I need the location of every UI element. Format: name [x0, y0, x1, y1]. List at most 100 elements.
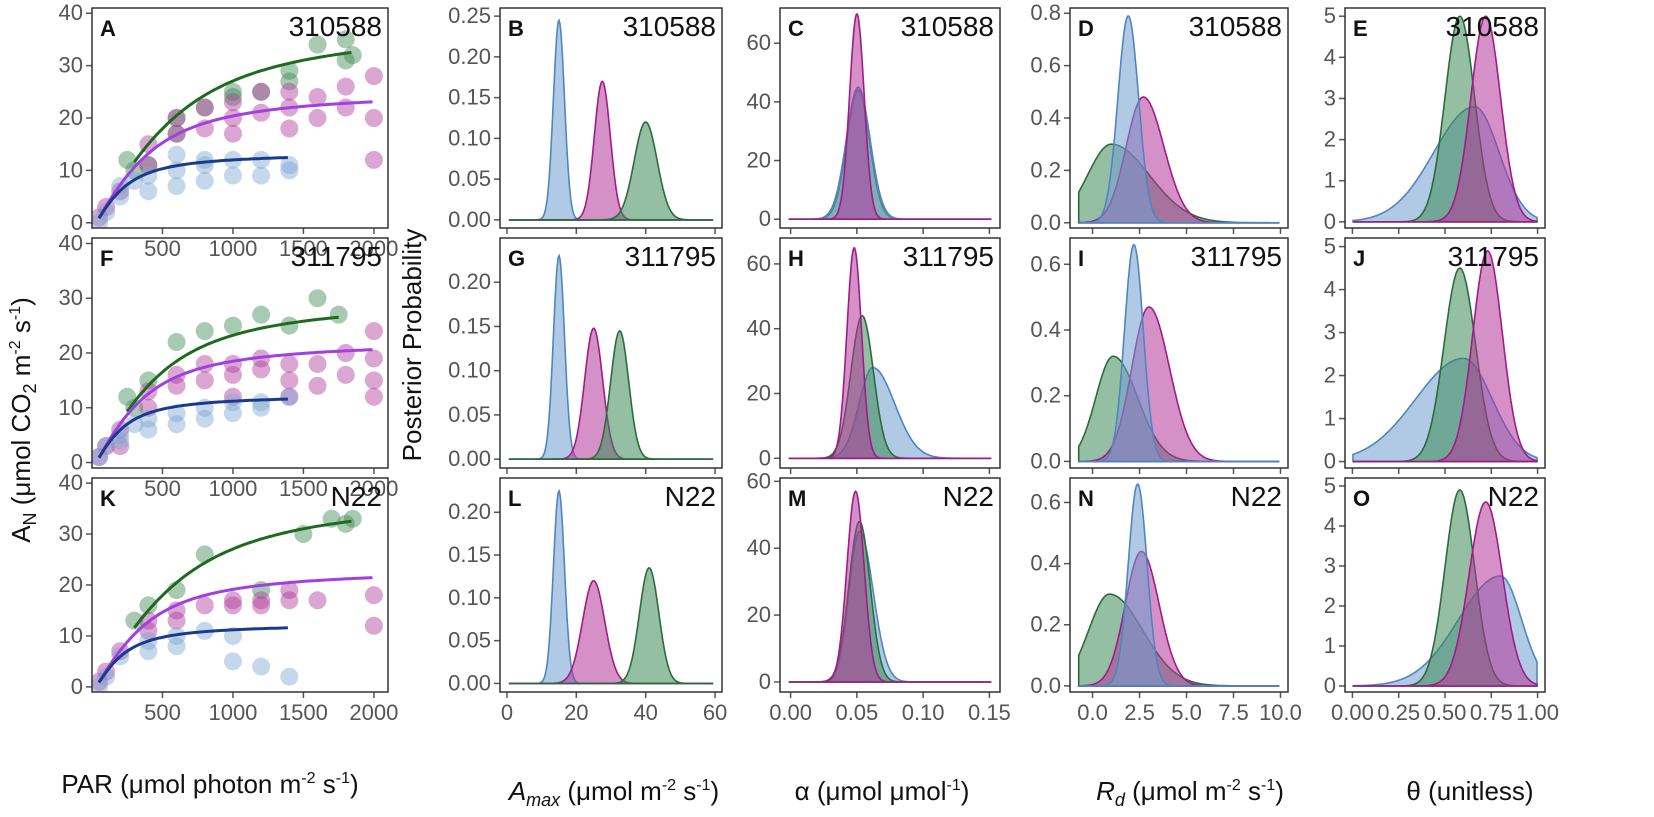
panel-frame	[779, 7, 1001, 229]
panel-plot-area	[508, 488, 714, 685]
y-axis-label-posterior: Posterior Probability	[397, 229, 427, 462]
panel-plot-area	[1352, 15, 1538, 223]
x-tick-label: 1500	[279, 236, 328, 261]
data-point-purple	[364, 387, 383, 406]
data-point-green	[336, 514, 355, 533]
y-tick-label: 30	[59, 521, 83, 546]
x-axis-label-rd: Rd (μmol m-2 s-1)	[1096, 776, 1284, 810]
panel-plot-area	[92, 509, 383, 692]
data-point-green	[125, 611, 144, 630]
panel-k: 0 10 20 30 40 500 1000 1500 2000 K N22	[59, 470, 399, 725]
y-tick-label: 0.2	[1030, 157, 1061, 182]
density-blue	[788, 366, 992, 460]
panel-m: 0 20 40 60 0.00 0.05 0.10 0.15 M N22	[747, 468, 1011, 725]
y-tick-label: 0	[759, 669, 771, 694]
data-point-blue	[252, 166, 271, 185]
panel-frame	[1344, 237, 1546, 469]
data-point-purple	[139, 156, 158, 175]
panel-frame	[1344, 7, 1546, 229]
y-tick-label: 0.15	[448, 542, 491, 567]
fit-curve-green	[125, 315, 339, 413]
y-tick-label: 0.25	[448, 3, 491, 28]
y-tick-label: 40	[747, 89, 771, 114]
data-point-purple	[364, 586, 383, 605]
data-point-purple	[280, 119, 299, 138]
data-point-green	[336, 30, 355, 49]
panel-letter: E	[1353, 16, 1368, 41]
density-green	[508, 121, 714, 221]
data-point-purple	[280, 82, 299, 101]
density-green	[788, 89, 992, 220]
data-point-green	[336, 51, 355, 70]
panel-letter: B	[508, 16, 524, 41]
data-point-purple	[308, 109, 327, 127]
genotype-label: 310588	[1189, 11, 1282, 42]
x-axis-label-par: PAR (μmol photon m-2 s-1)	[61, 769, 358, 799]
y-tick-label: 40	[747, 535, 771, 560]
y-tick-label: 0.0	[1030, 673, 1061, 698]
density-purple	[788, 12, 992, 220]
y-tick-label: 0.4	[1030, 105, 1061, 130]
y-tick-label: 0	[71, 210, 83, 235]
x-tick-label: 0.75	[1470, 700, 1513, 725]
panel-a: 0 10 20 30 40 500 1000 1500 2000 A 310588	[59, 0, 399, 261]
genotype-label: 310588	[623, 11, 716, 42]
data-point-blue	[252, 398, 271, 417]
panel-letter: I	[1078, 246, 1084, 271]
density-blue	[788, 86, 992, 220]
panel-plot-area	[788, 12, 992, 220]
data-point-purple	[364, 322, 383, 341]
x-tick-label: 5.0	[1171, 700, 1202, 725]
density-blue	[1078, 243, 1280, 463]
panel-frame	[91, 7, 389, 229]
panel-frame	[1344, 477, 1546, 693]
y-tick-label: 4	[1324, 44, 1336, 69]
data-point-blue	[280, 161, 299, 180]
data-point-blue	[195, 150, 214, 169]
data-point-blue	[92, 677, 109, 692]
density-purple	[1353, 15, 1538, 223]
data-point-blue	[139, 420, 158, 439]
panel-plot-area	[508, 253, 714, 460]
y-tick-label: 0.4	[1030, 551, 1061, 576]
data-point-blue	[223, 404, 242, 423]
y-tick-label: 20	[747, 602, 771, 627]
data-point-purple	[308, 591, 327, 610]
data-point-blue	[92, 213, 109, 228]
genotype-label: N22	[1488, 481, 1539, 512]
x-tick-label: 2000	[349, 700, 398, 725]
density-blue	[788, 530, 992, 683]
y-tick-label: 5	[1324, 3, 1336, 28]
data-point-purple	[336, 98, 355, 117]
panel-frame	[779, 477, 1001, 693]
data-point-blue	[139, 642, 158, 661]
panel-plot-area	[1352, 250, 1538, 463]
density-green	[508, 567, 714, 685]
panel-frame	[779, 237, 1001, 469]
y-tick-label: 20	[59, 105, 83, 130]
y-tick-label: 0.15	[448, 85, 491, 110]
panel-d: 0.0 0.2 0.4 0.6 0.8 D 310588	[1030, 0, 1289, 235]
y-tick-label: 0.6	[1030, 251, 1061, 276]
x-tick-label: 2.5	[1124, 700, 1155, 725]
data-point-purple	[223, 109, 242, 127]
y-tick-label: 40	[59, 470, 83, 495]
panel-letter: M	[788, 486, 806, 511]
y-tick-label: 10	[59, 157, 83, 182]
y-tick-label: 0.05	[448, 166, 491, 191]
data-point-purple	[252, 591, 271, 610]
x-tick-label: 0.0	[1077, 700, 1108, 725]
data-point-purple	[223, 124, 242, 143]
x-tick-label: 2000	[349, 236, 398, 261]
y-tick-label: 0.8	[1030, 0, 1061, 25]
data-point-purple	[223, 591, 242, 610]
data-point-blue	[167, 415, 186, 434]
panel-letter: G	[508, 246, 525, 271]
panel-b: 0.00 0.05 0.10 0.15 0.20 0.25 B 310588	[448, 3, 723, 234]
data-point-purple	[252, 103, 271, 122]
panel-frame	[499, 477, 723, 693]
data-point-green	[329, 305, 348, 324]
data-point-blue	[280, 387, 299, 406]
data-point-purple	[195, 596, 214, 615]
